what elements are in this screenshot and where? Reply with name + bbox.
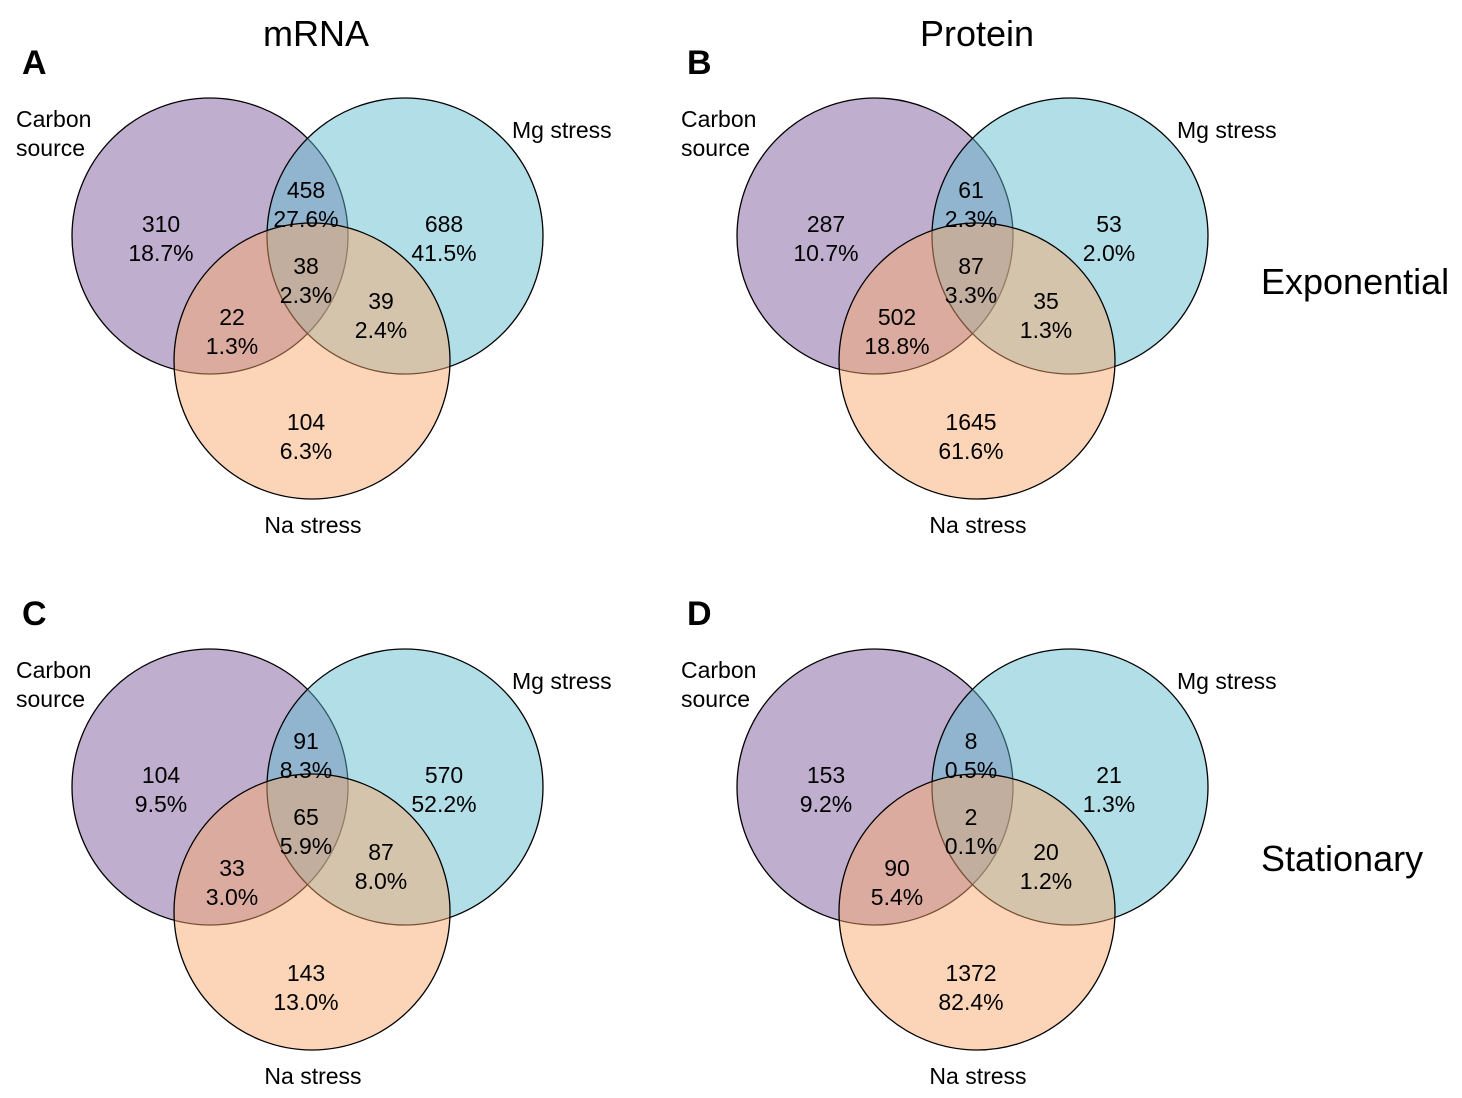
mg-circle (931, 648, 1209, 926)
panel-letter: A (22, 44, 47, 82)
region-carbon-only: 310 18.7% (128, 211, 193, 266)
column-title-mrna: mRNA (263, 13, 369, 54)
panel-letter: C (22, 595, 47, 633)
region-mg-na: 20 1.2% (1020, 839, 1072, 894)
region-carbon-na: 22 1.3% (206, 304, 258, 359)
venn-panel-b: B Carbon source Mg stress Na stress 287 10.7% 6… (681, 44, 1277, 538)
carbon-circle (736, 97, 1014, 375)
venn-panels: A Carbon source Mg stress Na stress 310 18.7% 4… (16, 44, 1277, 1089)
mg-circle (266, 97, 544, 375)
set-label-mg-stress: Mg stress (512, 117, 612, 143)
region-carbon-na: 502 18.8% (864, 304, 929, 359)
carbon-circle (736, 648, 1014, 926)
region-carbon-mg: 458 27.6% (273, 177, 338, 232)
set-label-na-stress: Na stress (929, 1063, 1026, 1089)
region-carbon-na: 90 5.4% (871, 855, 923, 910)
carbon-circle (71, 648, 349, 926)
na-circle (173, 773, 451, 1051)
carbon-circle (71, 97, 349, 375)
set-label-carbon-source: Carbon source (681, 106, 756, 161)
region-carbon-only: 153 9.2% (800, 762, 852, 817)
na-circle (838, 773, 1116, 1051)
row-title-stationary: Stationary (1261, 838, 1423, 879)
region-all-three: 2 0.1% (945, 804, 997, 859)
region-carbon-only: 287 10.7% (793, 211, 858, 266)
column-title-protein: Protein (920, 13, 1034, 54)
na-circle (173, 222, 451, 500)
set-label-na-stress: Na stress (264, 1063, 361, 1089)
region-na-only: 143 13.0% (273, 960, 338, 1015)
venn-panel-d: D Carbon source Mg stress Na stress 153 9.2% 8 0… (681, 595, 1277, 1089)
region-mg-na: 35 1.3% (1020, 288, 1072, 343)
region-na-only: 1645 61.6% (938, 409, 1003, 464)
row-title-exponential: Exponential (1261, 261, 1449, 302)
region-mg-only: 21 1.3% (1083, 762, 1135, 817)
region-mg-only: 53 2.0% (1083, 211, 1135, 266)
region-na-only: 104 6.3% (280, 409, 332, 464)
region-carbon-mg: 91 8.3% (280, 728, 332, 783)
set-label-carbon-source: Carbon source (16, 106, 91, 161)
region-mg-only: 688 41.5% (411, 211, 476, 266)
region-all-three: 65 5.9% (280, 804, 332, 859)
set-label-carbon-source: Carbon source (16, 657, 91, 712)
region-all-three: 87 3.3% (945, 253, 997, 308)
region-na-only: 1372 82.4% (938, 960, 1003, 1015)
region-carbon-mg: 8 0.5% (945, 728, 997, 783)
mg-circle (266, 648, 544, 926)
region-mg-na: 39 2.4% (355, 288, 407, 343)
set-label-mg-stress: Mg stress (1177, 668, 1277, 694)
region-carbon-only: 104 9.5% (135, 762, 187, 817)
region-all-three: 38 2.3% (280, 253, 332, 308)
set-label-na-stress: Na stress (264, 512, 361, 538)
region-mg-na: 87 8.0% (355, 839, 407, 894)
venn-panel-c: C Carbon source Mg stress Na stress 104 9.5% 91… (16, 595, 612, 1089)
region-mg-only: 570 52.2% (411, 762, 476, 817)
set-label-na-stress: Na stress (929, 512, 1026, 538)
panel-letter: B (687, 44, 712, 82)
panel-letter: D (687, 595, 712, 633)
set-label-mg-stress: Mg stress (512, 668, 612, 694)
na-circle (838, 222, 1116, 500)
set-label-carbon-source: Carbon source (681, 657, 756, 712)
set-label-mg-stress: Mg stress (1177, 117, 1277, 143)
region-carbon-na: 33 3.0% (206, 855, 258, 910)
mg-circle (931, 97, 1209, 375)
region-carbon-mg: 61 2.3% (945, 177, 997, 232)
venn-panel-a: A Carbon source Mg stress Na stress 310 18.7% 4… (16, 44, 612, 538)
